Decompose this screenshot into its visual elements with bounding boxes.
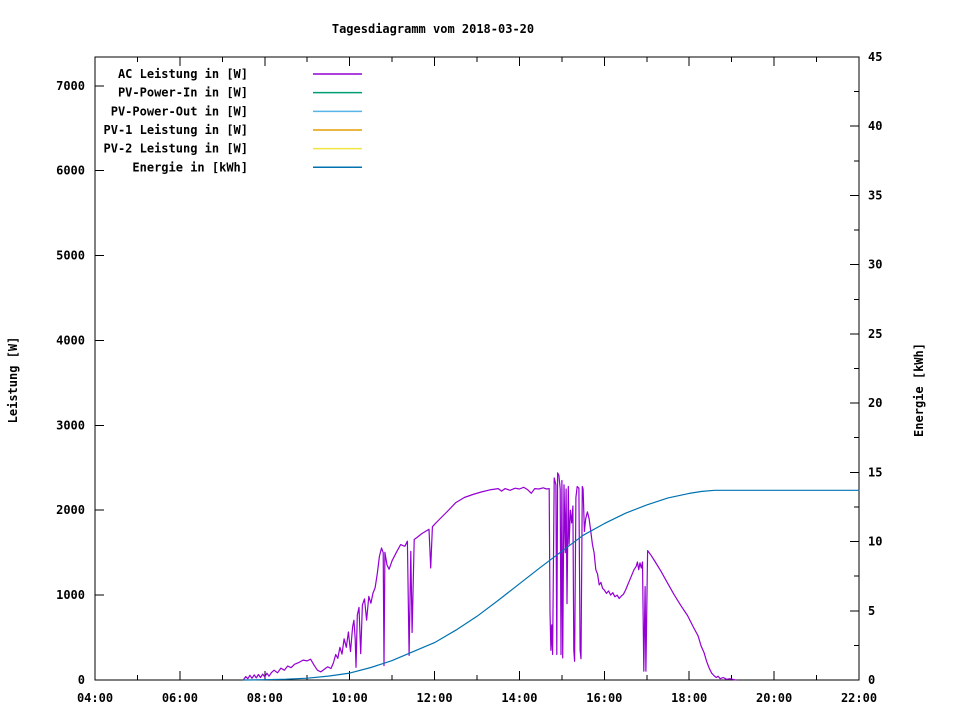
legend-label: PV-Power-In in [W] — [118, 86, 248, 100]
y-right-tick-label: 15 — [868, 465, 882, 479]
legend-label: Energie in [kWh] — [132, 160, 248, 174]
axis-tick-labels: 04:00 06:00 08:00 10:00 12:00 14:00 16:00 18:00… — [56, 50, 882, 705]
y-right-tick-label: 25 — [868, 327, 882, 341]
y-left-tick-label: 5000 — [56, 249, 85, 263]
y-left-tick-label: 3000 — [56, 418, 85, 432]
x-tick-label: 14:00 — [501, 691, 537, 705]
legend-label: PV-2 Leistung in [W] — [104, 142, 249, 156]
y-right-tick-label: 35 — [868, 188, 882, 202]
right-axis-label: Energie [kWh] — [912, 343, 926, 437]
y-right-tick-label: 10 — [868, 535, 882, 549]
ac-leistung-in-w-curve — [243, 472, 737, 681]
energie-in-kwh-curve — [243, 489, 860, 681]
y-right-tick-label: 40 — [868, 119, 882, 133]
x-tick-label: 06:00 — [162, 691, 198, 705]
legend-item: PV-1 Leistung in [W] — [104, 123, 362, 137]
y-right-tick-label: 0 — [868, 673, 875, 687]
x-tick-label: 22:00 — [841, 691, 877, 705]
y-right-tick-label: 5 — [868, 604, 875, 618]
legend-label: AC Leistung in [W] — [118, 67, 248, 81]
legend-label: PV-Power-Out in [W] — [111, 104, 248, 118]
y-left-tick-label: 7000 — [56, 79, 85, 93]
data-curves — [243, 472, 860, 681]
legend-label: PV-1 Leistung in [W] — [104, 123, 249, 137]
legend-item: AC Leistung in [W] — [118, 67, 362, 81]
y-left-tick-label: 4000 — [56, 333, 85, 347]
legend-item: PV-Power-Out in [W] — [111, 104, 362, 118]
y-right-tick-label: 20 — [868, 396, 882, 410]
legend-item: PV-2 Leistung in [W] — [104, 142, 362, 156]
y-left-tick-label: 1000 — [56, 588, 85, 602]
chart-title: Tagesdiagramm vom 2018-03-20 — [332, 22, 534, 36]
legend-item: Energie in [kWh] — [132, 160, 362, 174]
x-tick-label: 20:00 — [756, 691, 792, 705]
x-tick-label: 10:00 — [332, 691, 368, 705]
x-tick-label: 18:00 — [671, 691, 707, 705]
y-right-tick-label: 45 — [868, 50, 882, 64]
axis-ticks — [94, 56, 860, 681]
y-left-tick-label: 2000 — [56, 503, 85, 517]
y-right-tick-label: 30 — [868, 258, 882, 272]
x-tick-label: 16:00 — [586, 691, 622, 705]
legend-item: PV-Power-In in [W] — [118, 86, 362, 100]
legend: AC Leistung in [W] PV-Power-In in [W] PV-P… — [104, 67, 362, 174]
left-axis-label: Leistung [W] — [6, 337, 20, 424]
x-tick-label: 12:00 — [416, 691, 452, 705]
x-tick-label: 08:00 — [247, 691, 283, 705]
y-left-tick-label: 6000 — [56, 164, 85, 178]
y-left-tick-label: 0 — [78, 673, 85, 687]
x-tick-label: 04:00 — [77, 691, 113, 705]
